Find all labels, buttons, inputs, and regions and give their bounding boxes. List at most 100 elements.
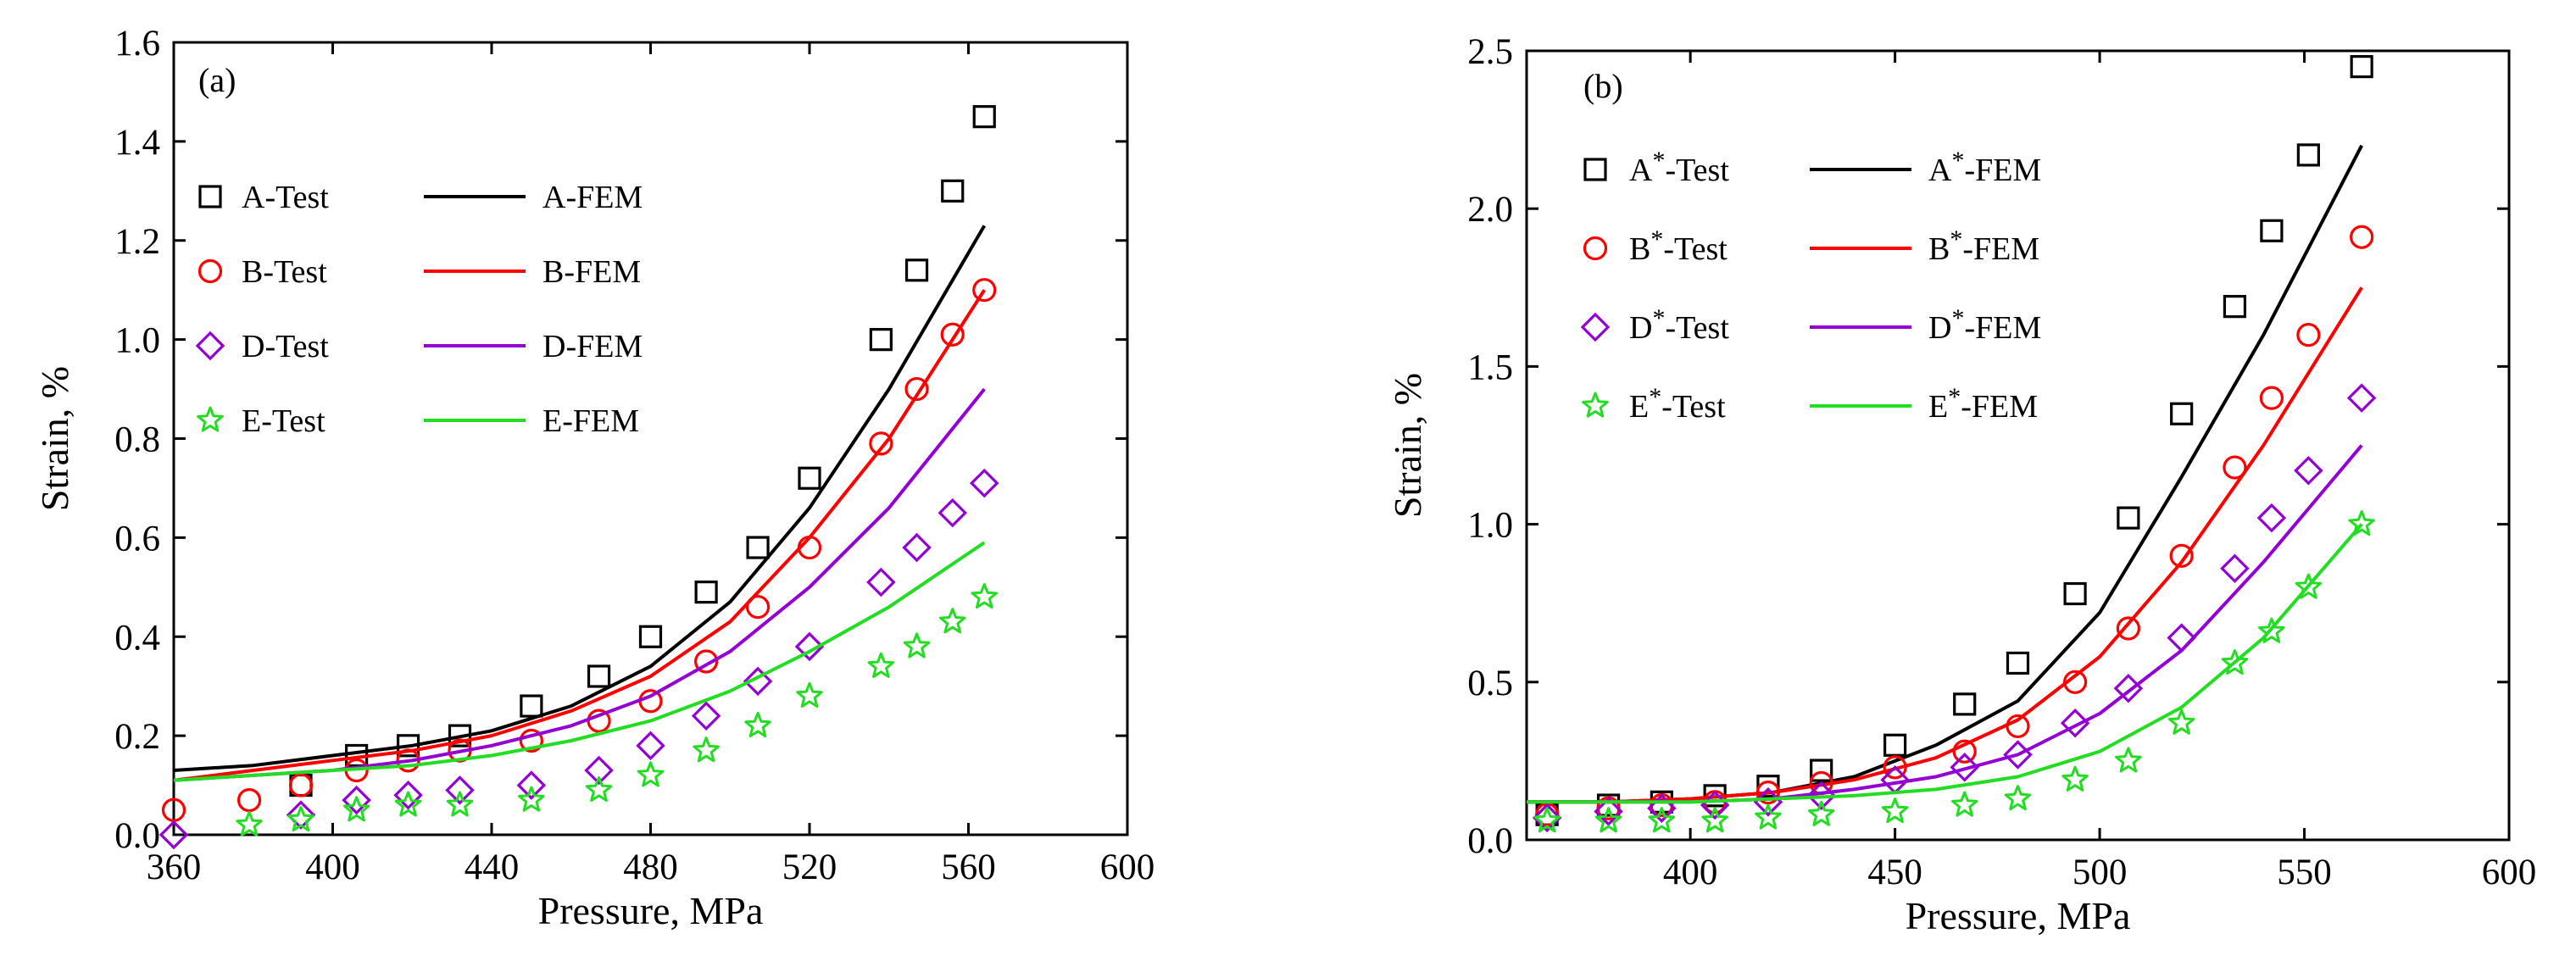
y-tick-label: 0.0 [114,816,160,856]
test-point-Astar [2170,402,2194,425]
x-tick-label: 440 [465,847,520,887]
test-point-A [448,724,472,747]
test-point-D [286,800,316,830]
legend-fem-label: D*-FEM [1928,304,2041,346]
y-tick-label: 1.5 [1467,347,1513,387]
test-point-B [694,649,719,674]
test-point-E [342,796,370,822]
legend-test-label: A*-Test [1629,147,1729,188]
test-point-A [972,105,996,129]
test-point-E [903,632,931,658]
test-point-E [744,711,771,738]
test-point-Astar [1953,692,1977,716]
test-point-Dstar [2346,383,2377,413]
test-point-B [940,322,965,347]
legend-test-label: A-Test [242,180,329,215]
fem-line-Estar [1527,523,2363,804]
fem-line-A [173,225,987,772]
test-point-Astar [2063,581,2087,606]
test-point-E [585,775,613,802]
panel-label: (a) [198,61,236,99]
test-point-B [869,431,893,456]
legend-fem-label: E-FEM [542,403,639,439]
test-point-Astar [1756,775,1780,798]
test-point-B [519,728,543,753]
y-tick-label: 1.0 [1467,506,1513,546]
test-point-Bstar [2006,714,2030,739]
test-point-A [904,258,929,282]
x-tick-label: 560 [941,847,996,887]
test-point-Astar [2223,295,2247,319]
legend-marker [195,331,225,361]
legend-fem-label: B-FEM [542,254,641,290]
y-tick-label: 0.4 [114,618,160,658]
test-point-A [798,466,821,490]
x-tick-label: 450 [1867,853,1922,892]
test-point-Astar [2296,143,2320,167]
test-point-A [746,536,770,559]
test-point-D [937,497,968,528]
x-axis-label: Pressure, MPa [1906,894,2131,937]
test-point-Dstar [2003,740,2033,770]
chart-panel-a: 360 400 440 480 520 560 600 0.0 0.2 0.4 0.6 0.8 1.0 1… [33,24,1154,932]
legend-marker [1582,392,1609,418]
test-point-Astar [1883,733,1907,757]
x-axis-label: Pressure, MPa [538,889,764,932]
test-point-A [396,734,420,758]
test-point-Bstar [2296,323,2321,347]
test-point-B [236,787,262,813]
test-point-E [867,652,895,678]
test-point-A [638,625,663,648]
test-point-Estar [1807,800,1835,826]
y-tick-label: 1.0 [114,321,160,361]
panel-label: (b) [1583,67,1623,105]
legend-test-label: B-Test [242,254,327,290]
test-point-Dstar [2113,673,2144,703]
y-tick-label: 0.2 [114,717,160,757]
legend-test-label: D-Test [242,329,329,364]
test-point-Bstar [2063,670,2088,694]
y-tick-label: 1.2 [114,222,160,262]
y-tick-label: 2.0 [1467,190,1513,230]
test-point-Dstar [1806,781,1836,811]
x-tick-label: 400 [305,847,360,887]
x-tick-label: 600 [2482,853,2537,892]
test-point-Dstar [1594,797,1623,826]
test-point-Estar [2295,573,2323,599]
test-point-Estar [2167,708,2195,735]
test-point-D [691,701,721,731]
test-point-B [972,278,997,303]
test-point-Bstar [2259,386,2284,410]
test-point-Estar [2004,785,2032,811]
test-point-D [902,532,932,563]
test-point-Estar [2348,510,2375,536]
y-axis-label: Strain, % [1386,373,1429,518]
test-point-D [159,820,189,850]
legend-test-label: E*-Test [1629,383,1726,425]
test-point-Estar [2221,649,2249,675]
test-point-A [694,581,718,604]
legend-fem-label: A*-FEM [1928,147,2041,188]
legend-fem-label: B*-FEM [1928,225,2039,267]
legend-marker [197,406,224,432]
fem-line-Bstar [1527,286,2363,804]
x-tick-label: 360 [147,847,202,887]
test-point-Dstar [1647,793,1677,824]
test-point-A [869,328,893,352]
y-tick-label: 0.8 [114,420,160,460]
test-point-D [636,731,665,761]
test-point-D [743,666,773,697]
test-point-Estar [2061,765,2089,792]
chart-panel-b: 400 450 500 550 600 0.0 0.5 1.0 1.5 2.0 2.5 Pressur… [1386,32,2536,937]
test-point-Astar [2006,651,2030,675]
test-point-D [516,770,547,800]
fem-line-B [173,289,986,782]
y-tick-label: 0.5 [1467,664,1513,703]
legend-test-label: D*-Test [1629,304,1729,346]
legend-marker [1583,236,1608,261]
y-tick-label: 0.0 [1467,821,1513,861]
test-point-E [236,810,263,836]
legend-test-label: B*-Test [1629,225,1728,267]
test-point-D [342,785,371,815]
test-point-Estar [1755,803,1782,830]
